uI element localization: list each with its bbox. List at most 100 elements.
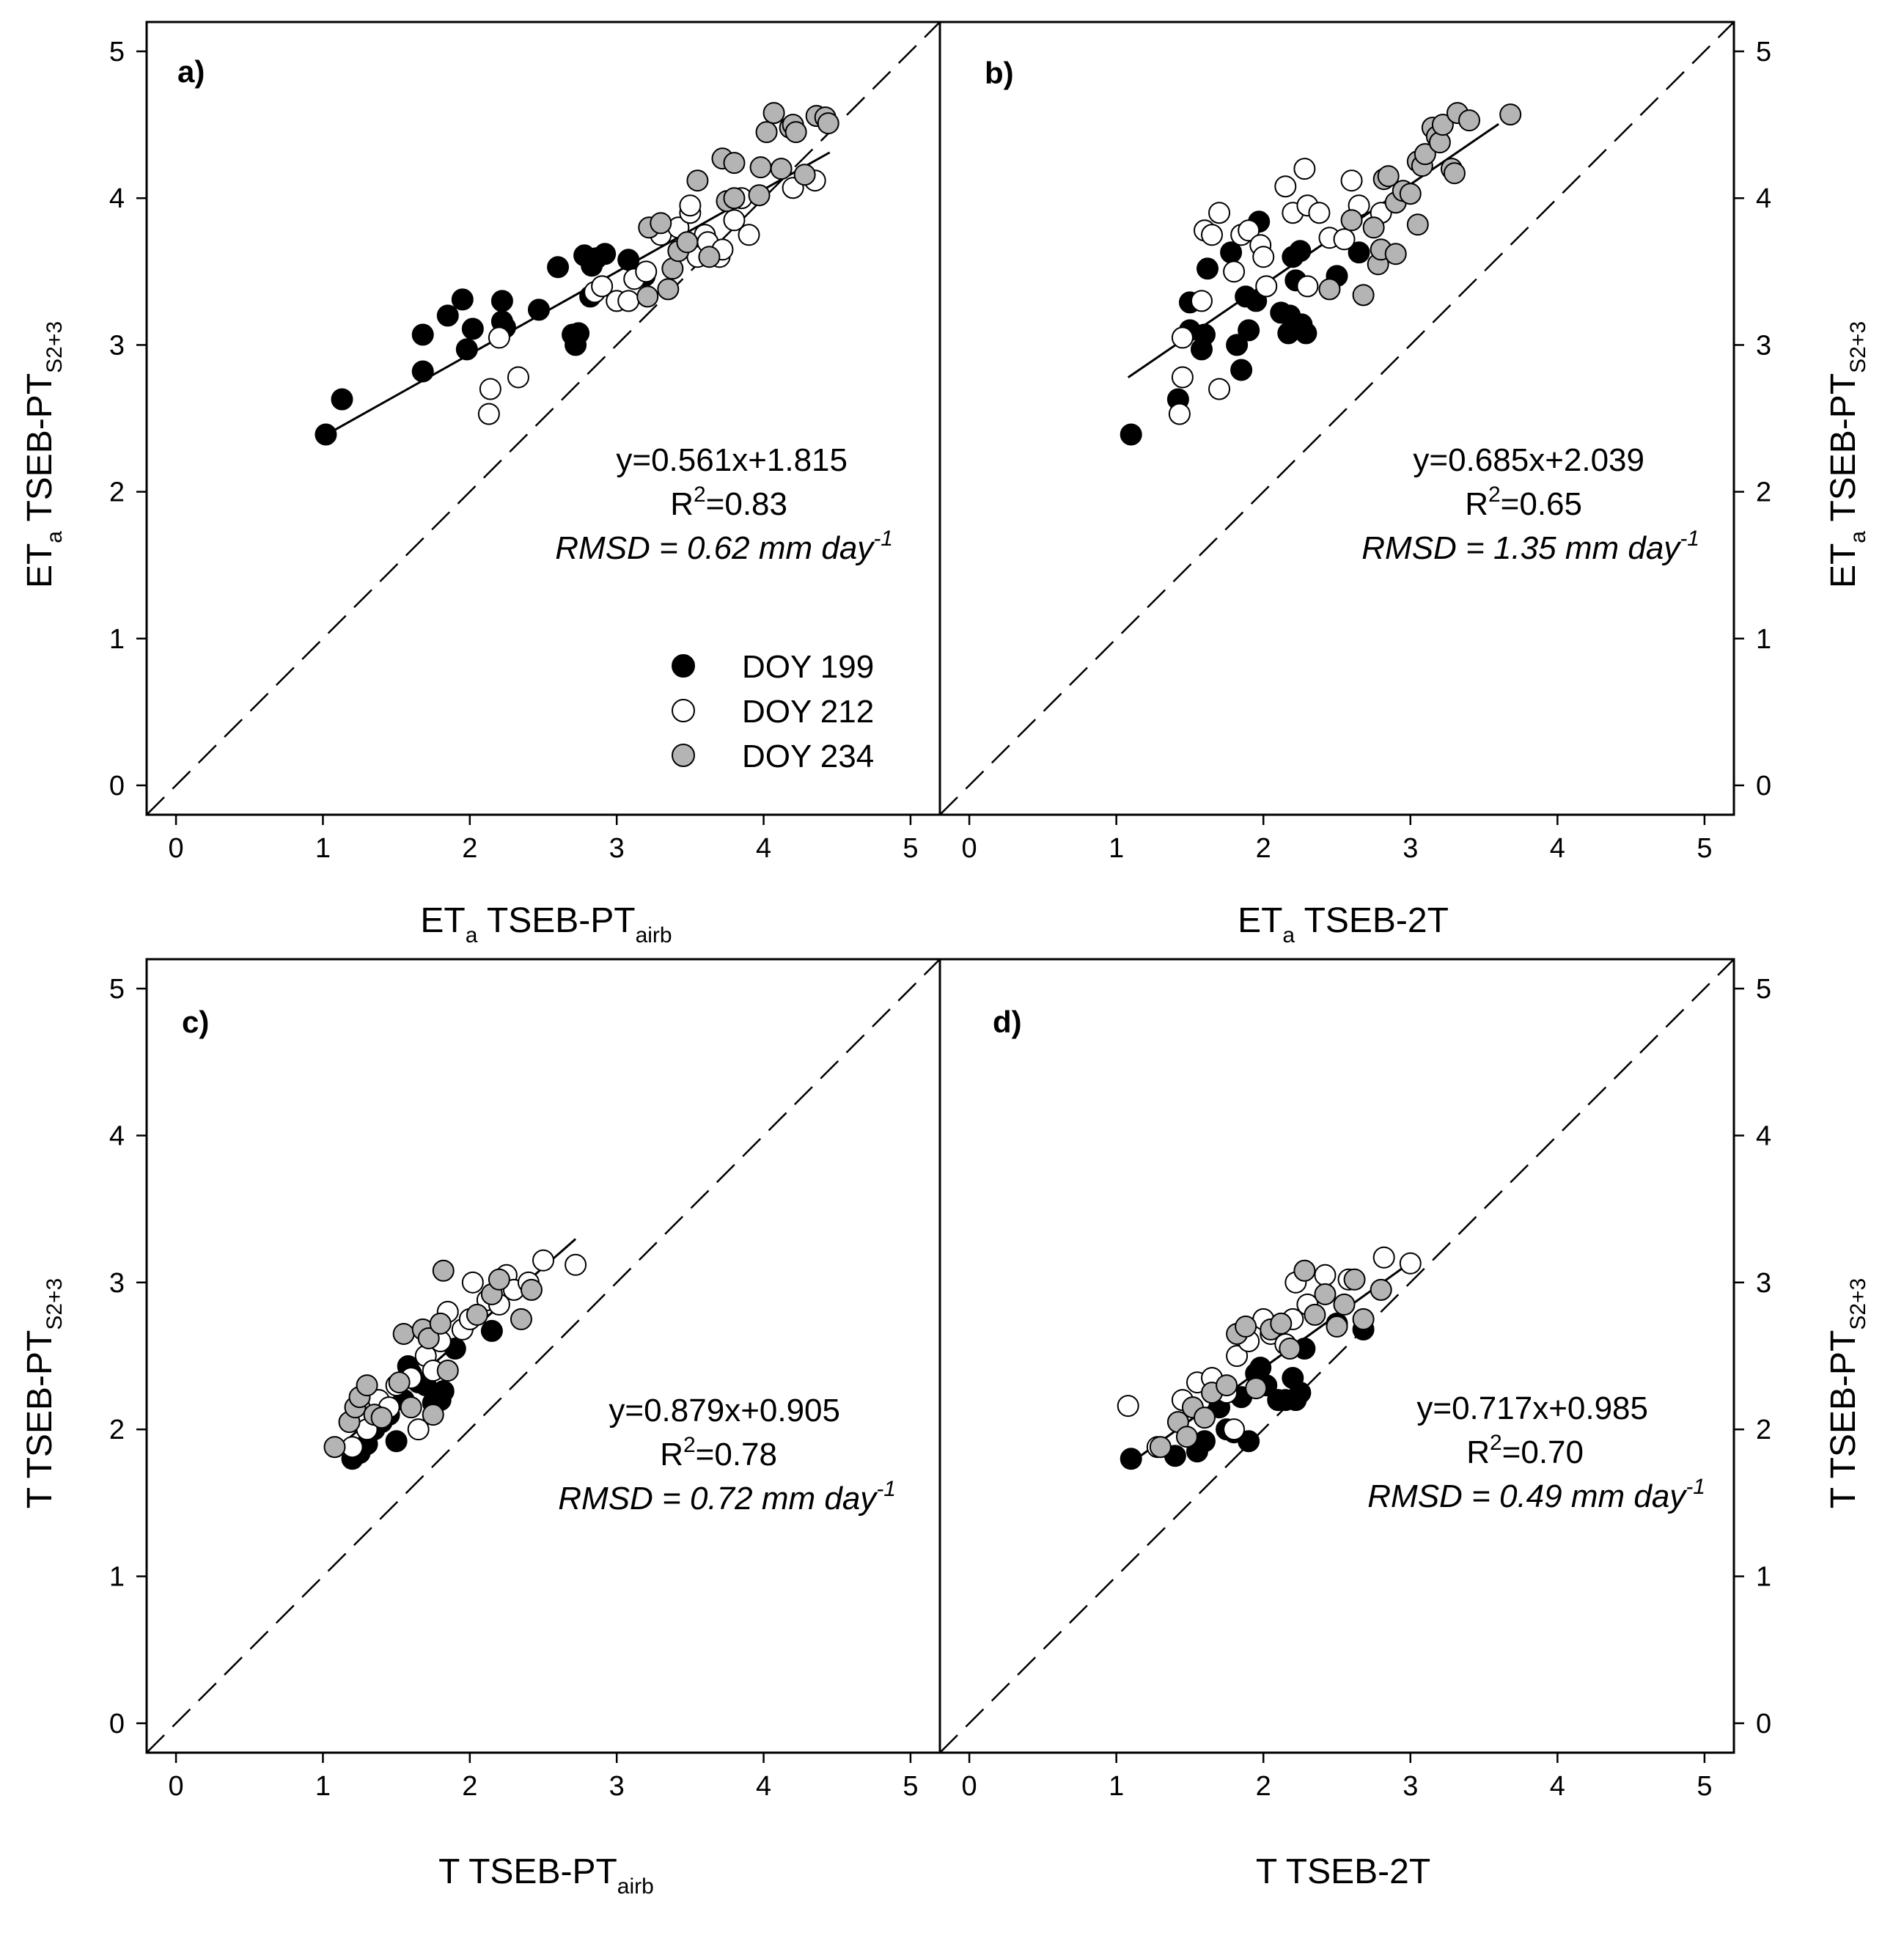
- panel-c-r2: R2=0.78: [660, 1433, 777, 1473]
- panel-a-point-doy199: [547, 256, 570, 279]
- panel-b-point-doy234: [1414, 143, 1436, 166]
- panel-c-y-tick-label: 1: [109, 1562, 125, 1593]
- panel-b-point-doy199: [1197, 257, 1219, 280]
- panel-d-point-doy234: [1370, 1278, 1392, 1301]
- panel-c-y-tick-label: 3: [109, 1268, 125, 1299]
- panel-b-letter: b): [985, 56, 1014, 90]
- panel-c-letter: c): [182, 1005, 209, 1039]
- panel-a-y-tick-label: 0: [109, 771, 125, 802]
- panel-b: 0 1 2 3 4 5 0 1 2 3 4 5: [938, 21, 1771, 864]
- panel-a-point-doy199: [451, 288, 474, 311]
- panel-a-point-doy199: [411, 323, 434, 346]
- panel-a-point-doy199: [315, 423, 337, 446]
- panel-b-point-doy212: [1190, 290, 1213, 312]
- panel-d-point-doy234: [1216, 1374, 1238, 1397]
- panel-c-point-doy234: [429, 1312, 452, 1335]
- panel-a-point-doy199: [567, 322, 590, 345]
- panel-b-point-doy234: [1340, 209, 1363, 232]
- top-left-y-title: ETa TSEB-PTS2+3: [21, 321, 67, 588]
- panel-b-point-doy212: [1308, 202, 1331, 224]
- panel-b-point-doy212: [1238, 219, 1260, 242]
- panel-a-point-doy234: [686, 169, 709, 192]
- panel-b-point-doy212: [1333, 228, 1356, 251]
- panel-d-point-doy212: [1226, 1345, 1249, 1367]
- panel-a-point-doy199: [461, 318, 484, 340]
- panel-b-point-doy212: [1171, 366, 1194, 389]
- panel-b-point-doy212: [1252, 246, 1275, 268]
- panel-a-point-doy212: [477, 403, 500, 425]
- panel-b-point-doy234: [1384, 243, 1407, 265]
- panel-d-point-doy234: [1326, 1315, 1348, 1338]
- panel-a-point-doy234: [748, 184, 771, 207]
- panel-a-point-doy234: [755, 121, 778, 144]
- panel-c-point-doy234: [417, 1327, 440, 1349]
- panel-b-r2: R2=0.65: [1465, 483, 1582, 522]
- panel-c-equation: y=0.879x+0.905: [609, 1393, 840, 1429]
- panel-b-point-doy212: [1340, 169, 1363, 192]
- panel-c-x-tick-label: 1: [315, 1771, 331, 1802]
- panel-c-point-doy199: [432, 1380, 455, 1403]
- panel-b-point-doy212: [1274, 175, 1297, 198]
- legend-marker-doy199: [672, 654, 695, 678]
- panel-b-x-tick-label: 1: [1109, 833, 1124, 864]
- panel-a-point-doy234: [793, 164, 816, 186]
- panel-c-x-tick-label: 5: [903, 1771, 918, 1802]
- panel-b-point-doy212: [1201, 224, 1224, 246]
- panel-c-y-tick-label: 2: [109, 1415, 125, 1445]
- panel-b-x-tick-label: 0: [962, 833, 977, 864]
- panel-b-point-doy199: [1226, 334, 1249, 356]
- panel-b-point-doy199: [1348, 241, 1370, 264]
- panel-d-x-tick-label: 2: [1256, 1771, 1271, 1802]
- panel-d-point-doy234: [1175, 1426, 1198, 1448]
- bottom-right-y-title: T TSEB-PTS2+3: [1824, 1278, 1870, 1509]
- panel-b-point-doy212: [1293, 158, 1316, 180]
- panel-b-point-doy199: [1289, 240, 1312, 263]
- panel-d-x-tick-label: 4: [1550, 1771, 1565, 1802]
- panel-d-point-doy234: [1270, 1312, 1293, 1335]
- panel-a-point-doy199: [455, 338, 478, 361]
- legend-marker-doy234: [672, 744, 695, 767]
- panel-a-x-tick-label: 1: [315, 833, 331, 864]
- panel-a-point-doy212: [738, 224, 760, 246]
- panel-c-point-doy234: [432, 1259, 455, 1282]
- panel-a-point-doy234: [698, 246, 721, 268]
- panel-d-y-tick-label: 4: [1756, 1121, 1771, 1151]
- panel-b-point-doy212: [1168, 403, 1191, 425]
- panel-a-y-tick-label: 2: [109, 477, 125, 508]
- panel-d-point-doy212: [1399, 1252, 1422, 1275]
- panel-c-point-doy212: [407, 1418, 430, 1441]
- panel-d-point-doy212: [1117, 1395, 1139, 1418]
- panel-a-point-doy234: [650, 212, 672, 235]
- panel-a-y-tick-label: 1: [109, 624, 125, 655]
- panel-a-point-doy234: [676, 231, 699, 254]
- panel-a-equation: y=0.561x+1.815: [616, 442, 848, 478]
- panel-d-point-doy199: [1238, 1430, 1260, 1453]
- panel-b-point-doy212: [1171, 326, 1194, 349]
- panel-b-frame: [938, 21, 1735, 816]
- panel-a-x-tick-label: 4: [756, 833, 771, 864]
- panel-a-rmsd: RMSD = 0.62 mm day-1: [555, 527, 893, 566]
- panel-a-point-doy234: [723, 187, 746, 210]
- panel-a-x-title: ETa TSEB-PTairb: [420, 901, 672, 947]
- panel-d-point-doy199: [1120, 1448, 1142, 1470]
- panel-c-point-doy234: [422, 1404, 444, 1426]
- panel-c-point-doy234: [510, 1308, 532, 1330]
- panel-b-equation: y=0.685x+2.039: [1413, 442, 1644, 478]
- legend-marker-doy212: [672, 699, 695, 722]
- panel-c-x-tick-label: 3: [609, 1771, 625, 1802]
- panel-d-point-doy212: [1372, 1246, 1395, 1269]
- panel-b-y-tick-label: 5: [1756, 37, 1771, 67]
- panel-c-point-doy234: [388, 1371, 411, 1394]
- panel-a-r2: R2=0.83: [670, 483, 787, 522]
- panel-b-point-doy199: [1238, 319, 1260, 342]
- panel-c-point-doy212: [532, 1249, 554, 1272]
- panel-d-y-tick-label: 0: [1756, 1709, 1771, 1739]
- panel-d-x-tick-label: 1: [1109, 1771, 1124, 1802]
- panel-a-point-doy199: [436, 304, 459, 327]
- panel-c-point-doy234: [436, 1360, 459, 1382]
- panel-c-point-doy234: [400, 1396, 422, 1419]
- panel-a-point-doy234: [770, 158, 793, 180]
- panel-c-x-tick-label: 4: [756, 1771, 771, 1802]
- panel-a-point-doy234: [636, 285, 659, 308]
- panel-c-y-tick-label: 5: [109, 974, 125, 1005]
